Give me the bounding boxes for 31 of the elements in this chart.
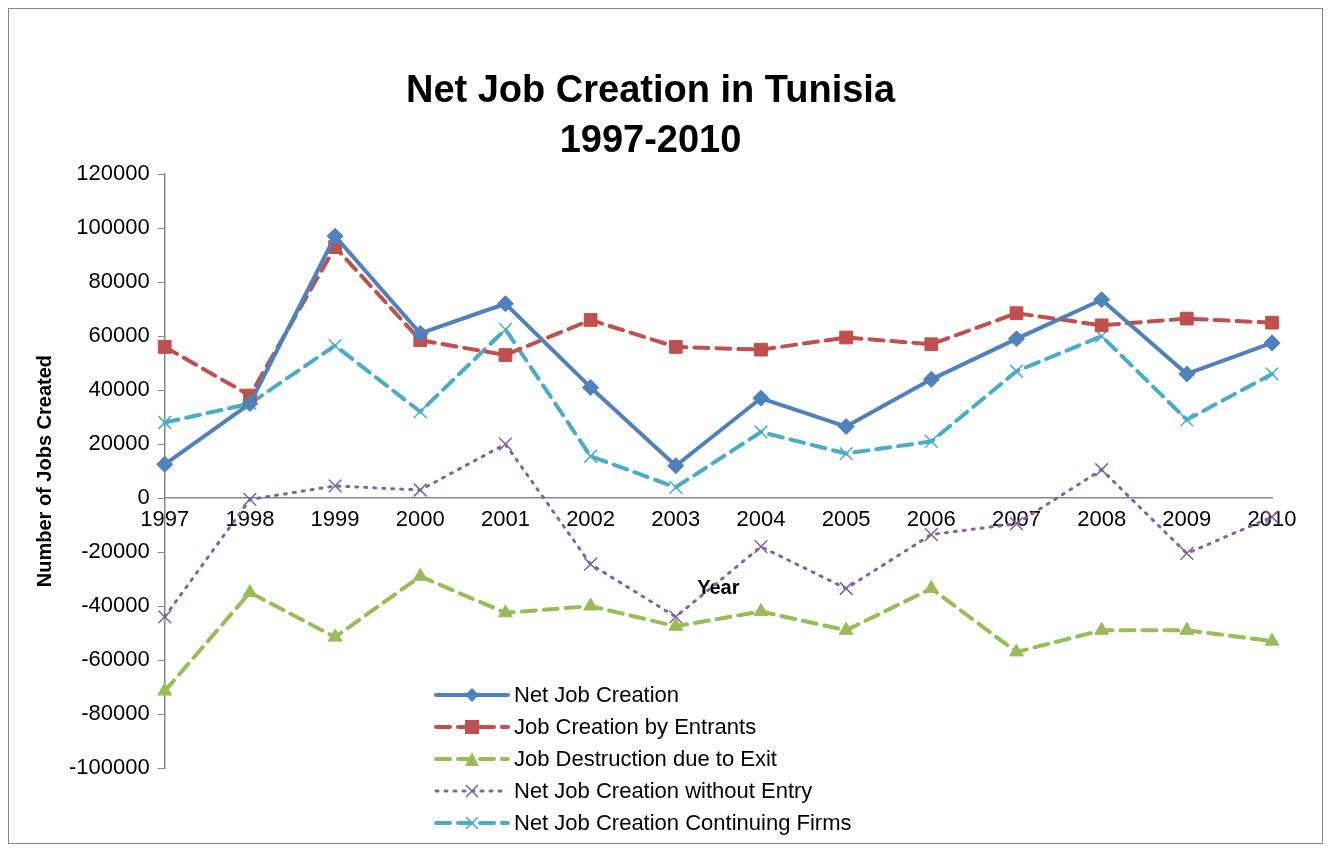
chart-title: Net Job Creation in Tunisia — [405, 68, 896, 111]
y-tick-label: 80000 — [88, 268, 150, 294]
y-tick-label: 120000 — [76, 160, 150, 186]
y-tick-label: -60000 — [81, 646, 150, 672]
chart-subtitle: 1997-2010 — [559, 117, 742, 160]
x-tick-label: 2008 — [1077, 506, 1127, 532]
x-tick-label: 2006 — [906, 506, 956, 532]
y-tick-label: 40000 — [88, 376, 150, 402]
x-tick-label: 1998 — [225, 506, 275, 532]
legend-label: Net Job Creation Continuing Firms — [514, 810, 852, 836]
y-tick-label: -20000 — [81, 538, 150, 564]
x-tick-label: 2001 — [480, 506, 530, 532]
y-axis-title: Number of Jobs Created — [32, 354, 55, 588]
y-tick-label: 20000 — [88, 430, 150, 456]
legend-label: Net Job Creation without Entry — [514, 778, 813, 804]
y-tick-label: -40000 — [81, 592, 150, 618]
x-tick-label: 2004 — [736, 506, 786, 532]
x-tick-label: 1999 — [310, 506, 360, 532]
legend-label: Net Job Creation — [514, 682, 680, 708]
x-tick-label: 2003 — [651, 506, 701, 532]
x-tick-label: 2009 — [1162, 506, 1212, 532]
y-tick-label: -80000 — [81, 700, 150, 726]
x-tick-label: 2002 — [566, 506, 616, 532]
y-tick-label: 60000 — [88, 322, 150, 348]
y-tick-label: 100000 — [76, 214, 150, 240]
x-tick-label: 2000 — [395, 506, 445, 532]
legend-label: Job Destruction due to Exit — [514, 746, 777, 772]
x-axis-title: Year — [697, 576, 740, 599]
x-tick-label: 2005 — [821, 506, 871, 532]
legend-label: Job Creation by Entrants — [514, 714, 757, 740]
y-tick-label: -100000 — [68, 754, 150, 780]
